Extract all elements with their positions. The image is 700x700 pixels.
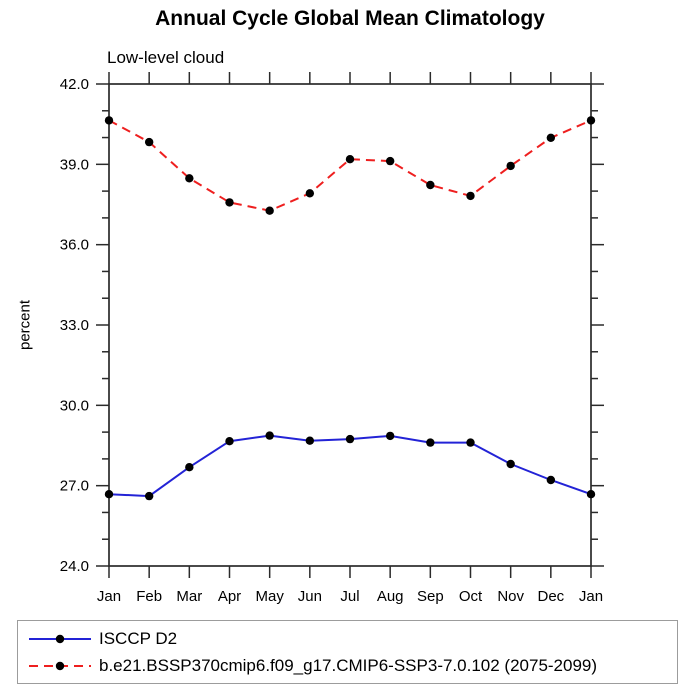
data-point-marker [225, 198, 234, 207]
data-point-marker [385, 431, 395, 441]
data-point-marker [426, 180, 435, 190]
data-point-marker [466, 438, 475, 447]
y-tick-label: 33.0 [60, 317, 89, 334]
data-point-marker [546, 133, 556, 142]
x-tick-label: Feb [136, 588, 162, 605]
y-tick-label: 36.0 [60, 237, 89, 254]
data-point-marker [345, 434, 355, 444]
data-point-marker [225, 437, 234, 446]
series-line-0 [108, 434, 592, 498]
data-point-marker [466, 191, 475, 201]
data-point-marker [185, 174, 194, 183]
data-point-marker [144, 137, 154, 147]
data-point-marker [586, 490, 596, 499]
legend-item-model-run: b.e21.BSSP370cmip6.f09_g17.CMIP6-SSP3-7.… [18, 652, 677, 679]
x-tick-label: Jun [298, 588, 322, 605]
legend-marker-dot [55, 661, 65, 670]
x-tick-label: Sep [417, 588, 444, 605]
data-point-marker [586, 116, 596, 125]
data-point-marker [104, 116, 114, 125]
data-point-marker [185, 463, 194, 472]
data-point-marker [345, 155, 355, 164]
x-tick-label: Aug [377, 588, 404, 605]
chart-title: Annual Cycle Global Mean Climatology [155, 7, 545, 30]
data-point-marker [506, 161, 515, 171]
data-point-marker [305, 436, 315, 445]
data-point-marker [546, 475, 556, 485]
x-tick-label: Nov [497, 588, 524, 605]
data-point-marker [104, 490, 114, 499]
y-tick-label: 30.0 [60, 397, 89, 414]
data-point-marker [426, 438, 435, 447]
data-point-marker [385, 156, 395, 166]
x-tick-label: May [255, 588, 284, 605]
x-tick-label: Oct [459, 588, 483, 605]
legend-box: ISCCP D2 b.e21.BSSP370cmip6.f09_g17.CMIP… [17, 620, 678, 684]
x-tick-label: Dec [537, 588, 564, 605]
legend-swatch-dashed-line [29, 661, 91, 670]
x-tick-label: Jan [97, 588, 121, 605]
chart-subtitle: Low-level cloud [107, 48, 225, 67]
x-tick-label: Jan [579, 588, 603, 605]
data-point-marker [265, 431, 274, 440]
x-tick-label: Jul [340, 588, 359, 605]
series-line-1 [108, 119, 592, 212]
data-point-marker [265, 206, 274, 215]
legend-item-isccp-d2: ISCCP D2 [18, 625, 677, 652]
x-tick-label: Mar [176, 588, 202, 605]
legend-label: ISCCP D2 [99, 628, 178, 648]
legend-marker-dot [55, 634, 65, 643]
y-tick-label: 39.0 [60, 156, 89, 173]
data-point-marker [305, 189, 315, 198]
data-point-marker [144, 491, 154, 501]
x-tick-label: Apr [218, 588, 241, 605]
legend-swatch-solid-line [29, 634, 91, 643]
y-tick-label: 27.0 [60, 478, 89, 495]
y-tick-label: 42.0 [60, 76, 89, 93]
y-tick-label: 24.0 [60, 558, 89, 575]
data-point-marker [506, 459, 515, 469]
legend-label: b.e21.BSSP370cmip6.f09_g17.CMIP6-SSP3-7.… [99, 655, 598, 675]
